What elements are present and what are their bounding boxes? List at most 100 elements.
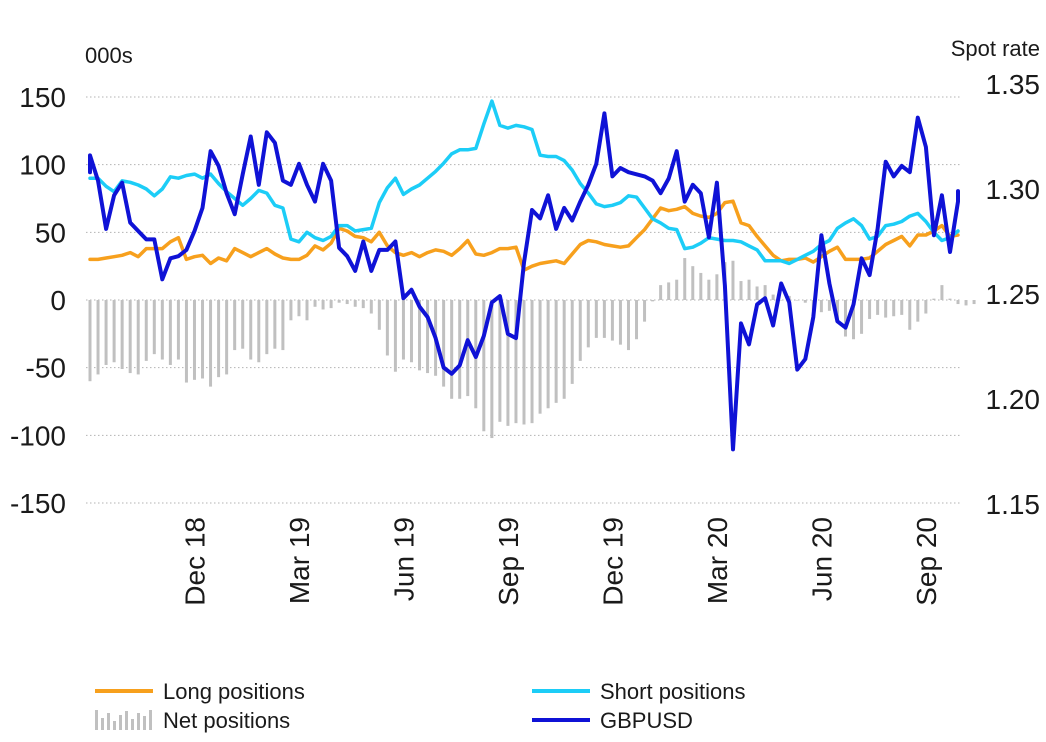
net-position-bar: [948, 298, 952, 300]
net-position-bar: [426, 300, 430, 374]
net-position-bar: [651, 300, 655, 302]
net-position-bar: [835, 300, 839, 319]
net-position-bar: [771, 294, 775, 300]
net-position-bar: [602, 300, 606, 338]
legend-label: GBPUSD: [600, 708, 693, 733]
left-tick-label: 150: [19, 82, 66, 113]
net-position-bar: [385, 300, 389, 356]
net-position-bar: [482, 300, 486, 432]
net-position-bar: [450, 300, 454, 399]
net-position-bar: [233, 300, 237, 351]
right-tick-label: 1.35: [986, 69, 1041, 100]
net-position-bar: [249, 300, 253, 360]
net-position-bar: [361, 300, 365, 309]
net-position-bar: [112, 300, 116, 363]
net-position-bar: [104, 300, 108, 365]
net-position-bar: [964, 300, 968, 306]
net-position-bar: [329, 300, 333, 309]
legend-item-net: Net positions: [95, 708, 290, 733]
x-axis-label: Dec 19: [597, 517, 628, 606]
x-axis-label: Sep 20: [911, 517, 942, 606]
net-position-bar: [554, 300, 558, 403]
net-position-bar: [626, 300, 630, 351]
net-position-bar: [289, 300, 293, 321]
net-position-bar: [490, 300, 494, 439]
net-position-bar: [96, 300, 100, 375]
net-position-bar: [144, 300, 148, 361]
net-position-bar: [562, 300, 566, 399]
net-position-bar: [795, 300, 799, 301]
left-axis-unit-label: 000s: [85, 43, 133, 68]
x-axis-label: Dec 18: [180, 517, 211, 606]
left-tick-label: 50: [35, 217, 66, 248]
x-axis-label: Mar 19: [284, 517, 315, 604]
net-position-bar: [305, 300, 309, 321]
net-position-bar: [884, 300, 888, 318]
net-position-bar: [594, 300, 598, 338]
net-position-bar: [401, 300, 405, 360]
net-position-bar: [779, 300, 783, 301]
legend-label: Short positions: [600, 679, 746, 704]
net-position-bar: [281, 300, 285, 351]
net-position-bar: [225, 300, 229, 375]
net-position-bar: [136, 300, 140, 375]
net-position-bar: [683, 258, 687, 300]
x-axis-label: Sep 19: [493, 517, 524, 606]
net-position-bar: [265, 300, 269, 355]
net-position-bar: [530, 300, 534, 424]
net-position-bar: [868, 300, 872, 319]
legend-swatch-bar: [101, 718, 104, 730]
net-position-bar: [506, 300, 510, 426]
net-position-bar: [667, 282, 671, 300]
net-position-bar: [466, 300, 470, 397]
net-position-bar: [578, 300, 582, 361]
net-position-bar: [120, 300, 124, 370]
net-position-bar: [160, 300, 164, 360]
net-position-bar: [860, 300, 864, 334]
legend-label: Net positions: [163, 708, 290, 733]
net-position-bar: [217, 300, 221, 378]
net-position-bar: [128, 300, 132, 374]
net-position-bar: [586, 300, 590, 348]
net-position-bar: [241, 300, 245, 349]
x-axis-label: Mar 20: [702, 517, 733, 604]
net-position-bar: [168, 300, 172, 365]
net-position-bar: [209, 300, 213, 387]
left-tick-label: -50: [26, 353, 66, 384]
net-position-bar: [313, 300, 317, 307]
net-position-bar: [377, 300, 381, 330]
net-position-bar: [273, 300, 277, 349]
legend-item-gbpusd: GBPUSD: [532, 708, 693, 733]
net-position-bar: [345, 300, 349, 305]
net-position-bar: [707, 279, 711, 300]
net-position-bar: [763, 285, 767, 300]
net-position-bar: [731, 260, 735, 300]
legend-swatch-bar: [107, 713, 110, 730]
net-position-bar: [876, 300, 880, 315]
net-position-bar: [643, 300, 647, 322]
net-position-bar: [442, 300, 446, 387]
net-position-bar: [908, 300, 912, 330]
net-position-bar: [956, 300, 960, 305]
net-position-bar: [940, 285, 944, 300]
right-tick-label: 1.30: [986, 174, 1041, 205]
net-position-bar: [900, 300, 904, 315]
net-position-bar: [257, 300, 261, 363]
net-position-bar: [819, 300, 823, 313]
net-position-bar: [538, 300, 542, 414]
net-position-bar: [843, 300, 847, 337]
net-position-bar: [635, 300, 639, 340]
net-position-bar: [546, 300, 550, 409]
net-position-bar: [152, 300, 156, 355]
net-position-bar: [715, 274, 719, 300]
net-position-bar: [659, 285, 663, 300]
net-position-bar: [192, 300, 196, 380]
net-position-bar: [739, 281, 743, 300]
left-tick-label: 100: [19, 150, 66, 181]
net-position-bar: [88, 300, 92, 382]
right-axis-ticks: 1.35 1.30 1.25 1.20 1.15: [986, 69, 1041, 520]
right-tick-label: 1.25: [986, 279, 1041, 310]
net-position-bar: [321, 300, 325, 310]
net-position-bar: [297, 300, 301, 317]
